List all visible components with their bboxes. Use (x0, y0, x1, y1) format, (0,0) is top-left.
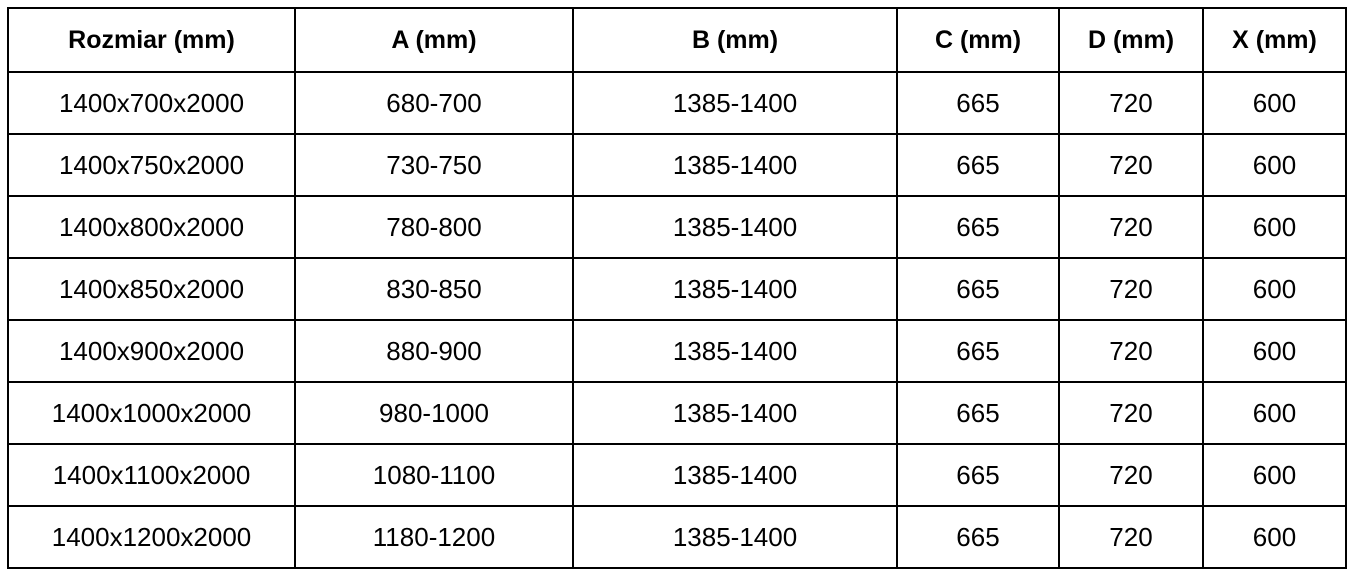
table-cell: 1385-1400 (572, 505, 898, 569)
table-cell: 1400x750x2000 (7, 133, 296, 197)
table-cell: 600 (1202, 381, 1347, 445)
table-row: 1400x1200x2000 1180-1200 1385-1400 665 720 60… (7, 505, 1347, 569)
table-cell: 1080-1100 (294, 443, 574, 507)
table-cell: 1385-1400 (572, 133, 898, 197)
table-row: 1400x1000x2000 980-1000 1385-1400 665 720 600 (7, 381, 1347, 445)
table-cell: 680-700 (294, 71, 574, 135)
table-cell: 720 (1058, 505, 1204, 569)
table-cell: 665 (896, 443, 1060, 507)
table-cell: 720 (1058, 443, 1204, 507)
table-cell: 665 (896, 381, 1060, 445)
table-cell: 780-800 (294, 195, 574, 259)
table-cell: 980-1000 (294, 381, 574, 445)
column-header: B (mm) (572, 7, 898, 73)
table-cell: 600 (1202, 71, 1347, 135)
table-cell: 600 (1202, 443, 1347, 507)
table-cell: 1180-1200 (294, 505, 574, 569)
table-cell: 720 (1058, 257, 1204, 321)
table-cell: 720 (1058, 71, 1204, 135)
table-cell: 1400x700x2000 (7, 71, 296, 135)
dimensions-table: Rozmiar (mm) A (mm) B (mm) C (mm) D (mm) X (m… (7, 7, 1347, 569)
table-cell: 1400x800x2000 (7, 195, 296, 259)
table-cell: 1385-1400 (572, 195, 898, 259)
table-cell: 665 (896, 505, 1060, 569)
table-row: 1400x800x2000 780-800 1385-1400 665 720 600 (7, 195, 1347, 259)
table-cell: 1400x1000x2000 (7, 381, 296, 445)
table-cell: 600 (1202, 257, 1347, 321)
column-header: X (mm) (1202, 7, 1347, 73)
table-cell: 730-750 (294, 133, 574, 197)
column-header: A (mm) (294, 7, 574, 73)
table-cell: 600 (1202, 195, 1347, 259)
table-cell: 720 (1058, 319, 1204, 383)
table-cell: 720 (1058, 381, 1204, 445)
table-row: 1400x1100x2000 1080-1100 1385-1400 665 720 60… (7, 443, 1347, 507)
column-header: C (mm) (896, 7, 1060, 73)
table-cell: 600 (1202, 319, 1347, 383)
table-row: 1400x750x2000 730-750 1385-1400 665 720 600 (7, 133, 1347, 197)
table-cell: 1400x1100x2000 (7, 443, 296, 507)
column-header: D (mm) (1058, 7, 1204, 73)
table-cell: 1385-1400 (572, 71, 898, 135)
table-row: 1400x850x2000 830-850 1385-1400 665 720 600 (7, 257, 1347, 321)
table-cell: 880-900 (294, 319, 574, 383)
table-cell: 665 (896, 133, 1060, 197)
table-cell: 1385-1400 (572, 319, 898, 383)
table-cell: 720 (1058, 195, 1204, 259)
table-cell: 665 (896, 195, 1060, 259)
table-cell: 1385-1400 (572, 381, 898, 445)
table-cell: 1400x850x2000 (7, 257, 296, 321)
table-cell: 1385-1400 (572, 257, 898, 321)
table-cell: 830-850 (294, 257, 574, 321)
column-header: Rozmiar (mm) (7, 7, 296, 73)
table-cell: 665 (896, 319, 1060, 383)
table-cell: 1385-1400 (572, 443, 898, 507)
table-cell: 665 (896, 257, 1060, 321)
table-row: 1400x700x2000 680-700 1385-1400 665 720 600 (7, 71, 1347, 135)
table-cell: 1400x900x2000 (7, 319, 296, 383)
table-cell: 600 (1202, 505, 1347, 569)
table-cell: 665 (896, 71, 1060, 135)
table-cell: 1400x1200x2000 (7, 505, 296, 569)
table-cell: 600 (1202, 133, 1347, 197)
table-row: 1400x900x2000 880-900 1385-1400 665 720 600 (7, 319, 1347, 383)
header-row: Rozmiar (mm) A (mm) B (mm) C (mm) D (mm) X (m… (7, 7, 1347, 73)
table-cell: 720 (1058, 133, 1204, 197)
